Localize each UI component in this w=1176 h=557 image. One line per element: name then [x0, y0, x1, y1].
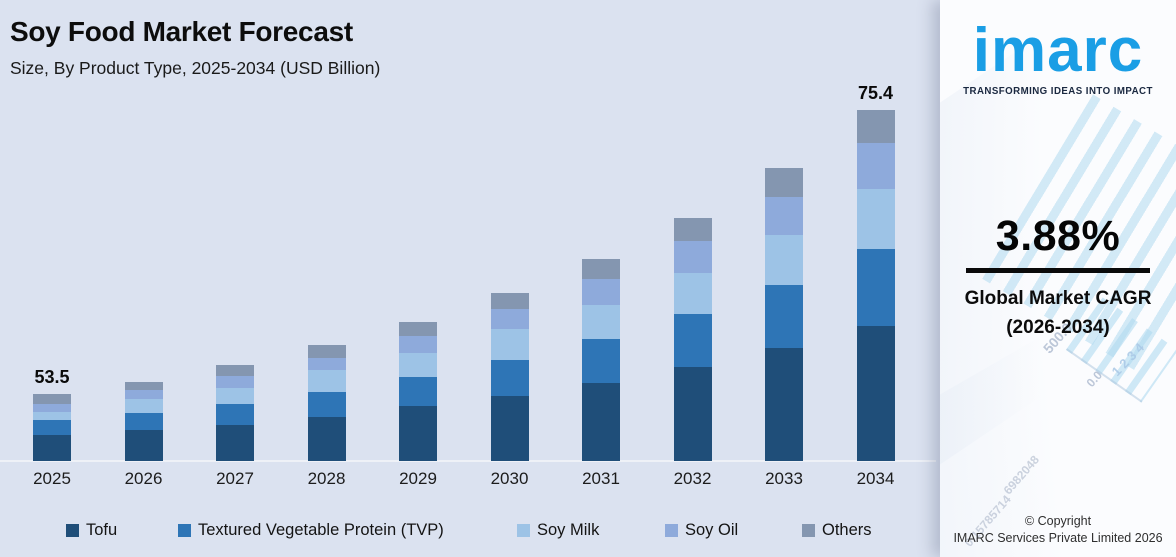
x-axis-label-2031: 2031: [582, 469, 620, 488]
brand-panel: 500.0 0.0 1 2 3 4 6982048 0.15785714 imarc T…: [940, 0, 1176, 557]
chart-section: Soy Food Market Forecast Size, By Produc…: [0, 0, 940, 557]
bar-segment-textured-vegetable-protein-tvp: [582, 338, 620, 383]
bar-segment-tofu: [673, 366, 712, 461]
bar-segment-textured-vegetable-protein-tvp: [33, 420, 71, 435]
bar-2033: [765, 168, 803, 461]
bar-segment-soy-oil: [124, 390, 163, 400]
chart-title: Soy Food Market Forecast: [10, 16, 353, 47]
imarc-logo-text: imarc: [972, 16, 1144, 85]
bar-segment-textured-vegetable-protein-tvp: [673, 314, 712, 367]
bar-segment-soy-milk: [124, 399, 163, 413]
bar-segment-others: [399, 322, 437, 336]
x-axis-label-2028: 2028: [307, 469, 346, 488]
bar-value-label-2025: 53.5: [34, 367, 70, 388]
bar-segment-soy-milk: [673, 272, 712, 315]
bar-segment-soy-oil: [216, 375, 254, 388]
bar-segment-tofu: [33, 434, 71, 461]
bar-segment-soy-milk: [33, 411, 71, 421]
bar-segment-soy-oil: [765, 196, 803, 235]
x-axis-label-2029: 2029: [399, 469, 437, 488]
bar-segment-soy-milk: [216, 387, 254, 405]
bar-segment-soy-milk: [399, 352, 437, 377]
bar-segment-others: [856, 110, 895, 143]
bar-segment-soy-oil: [856, 142, 895, 190]
bar-segment-tofu: [124, 429, 163, 461]
bar-segment-others: [582, 259, 620, 279]
bar-segment-soy-oil: [490, 308, 529, 330]
bar-segment-others: [765, 168, 803, 197]
bar-2026: [124, 381, 163, 461]
bar-segment-soy-oil: [399, 335, 437, 353]
bar-2030: [490, 293, 529, 461]
bar-segment-others: [307, 345, 346, 358]
bar-segment-others: [216, 365, 254, 376]
bar-segment-textured-vegetable-protein-tvp: [765, 284, 803, 348]
bar-segment-textured-vegetable-protein-tvp: [856, 249, 895, 326]
cagr-callout: 3.88% Global Market CAGR (2026-2034): [940, 212, 1176, 343]
bar-segment-others: [490, 293, 529, 309]
bar-2025: [33, 394, 71, 461]
bar-2027: [216, 365, 254, 461]
bar-segment-tofu: [307, 416, 346, 461]
plot-area: 2025 53.5 2026 2027 2028 2029 2030 2031 2032 2033…: [0, 83, 936, 488]
bar-segment-others: [124, 381, 163, 391]
bar-2032: [673, 217, 712, 461]
bar-segment-textured-vegetable-protein-tvp: [216, 404, 254, 426]
bar-2029: [399, 322, 437, 461]
bar-segment-soy-milk: [307, 370, 346, 392]
bar-segment-soy-oil: [582, 278, 620, 305]
x-axis-label-2025: 2025: [33, 469, 71, 488]
x-axis-label-2032: 2032: [673, 469, 712, 488]
x-axis-label-2030: 2030: [490, 469, 529, 488]
chart-subtitle: Size, By Product Type, 2025-2034 (USD Bi…: [10, 58, 381, 78]
bar-segment-soy-oil: [673, 240, 712, 273]
bar-value-label-2034: 75.4: [857, 83, 894, 104]
cagr-label-line1: Global Market CAGR: [964, 288, 1152, 309]
x-axis-label-2027: 2027: [216, 469, 254, 488]
x-axis-label-2033: 2033: [765, 469, 803, 488]
bar-2031: [582, 259, 620, 461]
copyright-line1: © Copyright: [1024, 514, 1092, 528]
bar-segment-soy-milk: [856, 189, 895, 250]
bar-segment-tofu: [490, 395, 529, 461]
bar-segment-tofu: [399, 406, 437, 461]
bar-segment-others: [673, 217, 712, 241]
bar-segment-soy-milk: [490, 329, 529, 361]
bar-segment-tofu: [856, 325, 895, 461]
bar-2034: [856, 110, 895, 461]
bar-segment-textured-vegetable-protein-tvp: [124, 412, 163, 430]
x-axis-label-2026: 2026: [124, 469, 163, 488]
bar-segment-soy-oil: [33, 404, 71, 412]
imarc-tagline: TRANSFORMING IDEAS INTO IMPACT: [963, 86, 1153, 98]
bar-segment-soy-oil: [307, 357, 346, 371]
copyright: © Copyright IMARC Services Private Limit…: [940, 513, 1176, 546]
bar-segment-tofu: [765, 347, 803, 461]
imarc-logo: imarc TRANSFORMING IDEAS INTO IMPACT: [940, 18, 1176, 97]
bar-segment-textured-vegetable-protein-tvp: [399, 376, 437, 407]
bar-segment-tofu: [582, 382, 620, 461]
cagr-value: 3.88%: [995, 212, 1121, 260]
bar-segment-others: [33, 394, 71, 405]
x-axis-line: [0, 460, 936, 462]
cagr-label-line2: (2026-2034): [1006, 317, 1110, 339]
bar-segment-textured-vegetable-protein-tvp: [490, 360, 529, 396]
bar-segment-textured-vegetable-protein-tvp: [307, 391, 346, 417]
bar-segment-soy-milk: [765, 234, 803, 285]
copyright-line2: IMARC Services Private Limited 2026: [953, 530, 1163, 545]
cagr-divider: [966, 268, 1150, 273]
x-axis-label-2034: 2034: [856, 469, 895, 488]
bar-segment-soy-milk: [582, 304, 620, 339]
bar-segment-tofu: [216, 425, 254, 461]
bar-2028: [307, 345, 346, 461]
